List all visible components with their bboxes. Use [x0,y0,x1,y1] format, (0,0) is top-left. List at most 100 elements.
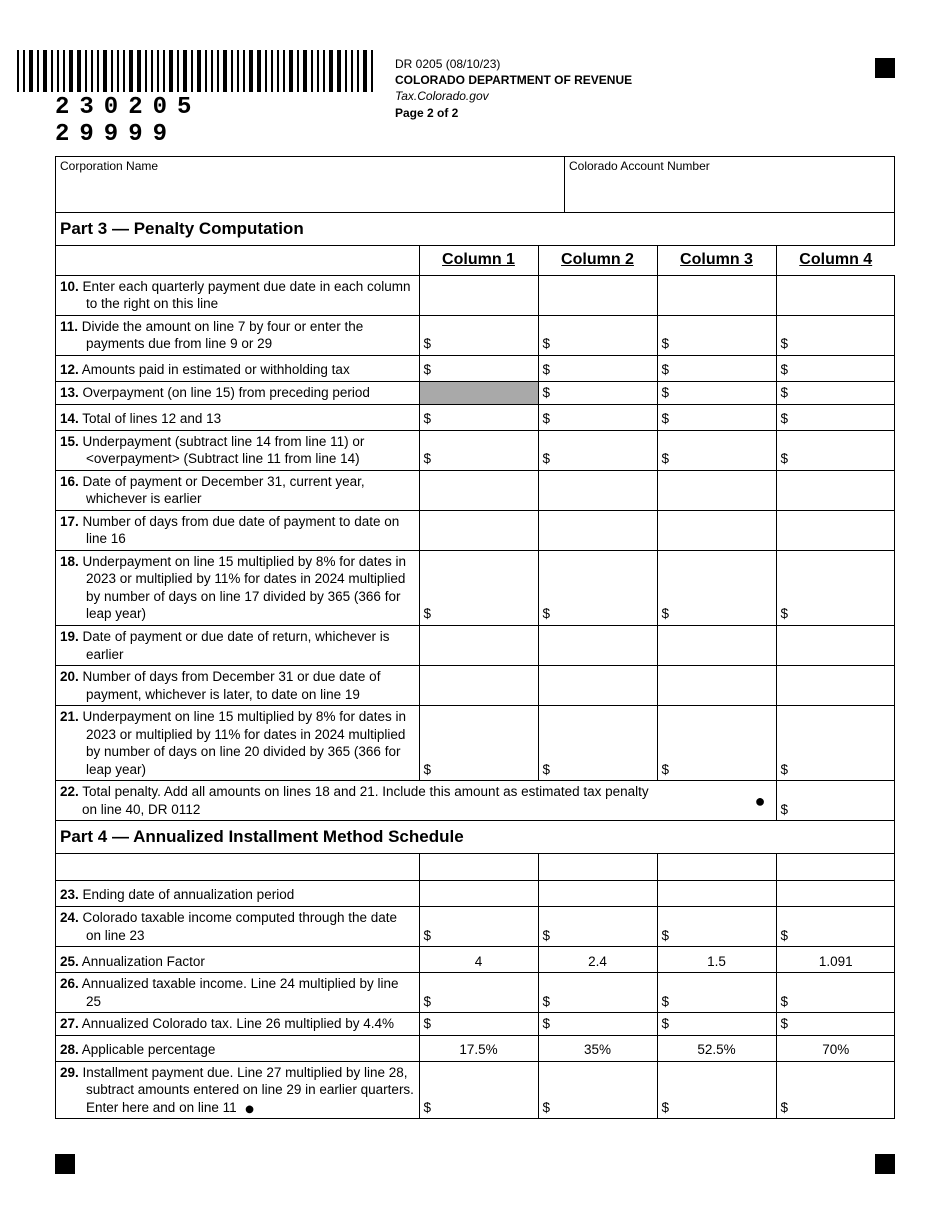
row-15-col3[interactable]: $ [657,430,776,470]
row-19-col4[interactable] [776,626,895,666]
row-13-col4[interactable]: $ [776,381,895,404]
row-24-col3[interactable]: $ [657,906,776,946]
dept-name: COLORADO DEPARTMENT OF REVENUE [395,72,632,88]
row-14-col1[interactable]: $ [419,404,538,430]
dept-site: Tax.Colorado.gov [395,88,632,104]
row-17-col2[interactable] [538,510,657,550]
row-26-col3[interactable]: $ [657,973,776,1013]
row-18: 18. Underpayment on line 15 multiplied b… [56,550,895,625]
row-20-col1[interactable] [419,666,538,706]
row-12-col1[interactable]: $ [419,355,538,381]
row-21-col4[interactable]: $ [776,706,895,781]
row-26-col4[interactable]: $ [776,973,895,1013]
row-26-col1[interactable]: $ [419,973,538,1013]
row-desc: 26. Annualized taxable income. Line 24 m… [56,973,419,1013]
row-desc: 14. Total of lines 12 and 13 [56,404,419,430]
part3-table: Column 1 Column 2 Column 3 Column 4 10. … [56,246,895,821]
row-22-desc: 22. Total penalty. Add all amounts on li… [56,781,776,821]
row-18-col2[interactable]: $ [538,550,657,625]
row-16-col2[interactable] [538,470,657,510]
row-desc: 12. Amounts paid in estimated or withhol… [56,355,419,381]
row-24-col4[interactable]: $ [776,906,895,946]
row-25-col1: 4 [419,947,538,973]
row-16-col1[interactable] [419,470,538,510]
alignment-mark-tr [875,58,895,78]
row-14-col4[interactable]: $ [776,404,895,430]
row-16-col4[interactable] [776,470,895,510]
page-number: Page 2 of 2 [395,105,632,121]
acct-num-input[interactable] [564,175,894,212]
row-22-total-input[interactable]: $ [776,781,895,821]
row-29-col4[interactable]: $ [776,1061,895,1118]
row-15-col2[interactable]: $ [538,430,657,470]
row-25-col3: 1.5 [657,947,776,973]
row-27-col3[interactable]: $ [657,1013,776,1036]
row-18-col1[interactable]: $ [419,550,538,625]
row-desc: 17. Number of days from due date of paym… [56,510,419,550]
row-27-col4[interactable]: $ [776,1013,895,1036]
row-15-col1[interactable]: $ [419,430,538,470]
row-10-col4[interactable] [776,275,895,315]
row-17-col4[interactable] [776,510,895,550]
header: 230205 29999 DR 0205 (08/10/23) COLORADO… [55,50,895,148]
row-10-col3[interactable] [657,275,776,315]
row-14-col2[interactable]: $ [538,404,657,430]
row-29-col3[interactable]: $ [657,1061,776,1118]
row-12-col3[interactable]: $ [657,355,776,381]
row-26-col2[interactable]: $ [538,973,657,1013]
row-23-col2[interactable] [538,880,657,906]
row-29-col2[interactable]: $ [538,1061,657,1118]
row-19-col3[interactable] [657,626,776,666]
row-desc: 27. Annualized Colorado tax. Line 26 mul… [56,1013,419,1036]
row-desc: 18. Underpayment on line 15 multiplied b… [56,550,419,625]
row-21-col3[interactable]: $ [657,706,776,781]
row-desc: 28. Applicable percentage [56,1035,419,1061]
row-desc: 16. Date of payment or December 31, curr… [56,470,419,510]
row-17: 17. Number of days from due date of paym… [56,510,895,550]
row-10-col1[interactable] [419,275,538,315]
row-11-col2[interactable]: $ [538,315,657,355]
row-13-col2[interactable]: $ [538,381,657,404]
row-13-col3[interactable]: $ [657,381,776,404]
row-27-col2[interactable]: $ [538,1013,657,1036]
row-10-col2[interactable] [538,275,657,315]
row-20-col4[interactable] [776,666,895,706]
row-23-col1[interactable] [419,880,538,906]
row-11-col4[interactable]: $ [776,315,895,355]
row-11-col1[interactable]: $ [419,315,538,355]
row-20-col3[interactable] [657,666,776,706]
row-18-col4[interactable]: $ [776,550,895,625]
row-25-col2: 2.4 [538,947,657,973]
identity-labels: Corporation Name Colorado Account Number [55,156,895,175]
row-27-col1[interactable]: $ [419,1013,538,1036]
row-28-col4: 70% [776,1035,895,1061]
corp-name-input[interactable] [56,175,564,212]
row-desc: 11. Divide the amount on line 7 by four … [56,315,419,355]
row-19: 19. Date of payment or due date of retur… [56,626,895,666]
row-21-col1[interactable]: $ [419,706,538,781]
row-29-col1[interactable]: $ [419,1061,538,1118]
row-21-col2[interactable]: $ [538,706,657,781]
row-12-col2[interactable]: $ [538,355,657,381]
row-24-col2[interactable]: $ [538,906,657,946]
row-desc: 13. Overpayment (on line 15) from preced… [56,381,419,404]
alignment-mark-br [875,1154,895,1174]
row-14-col3[interactable]: $ [657,404,776,430]
row-12-col4[interactable]: $ [776,355,895,381]
row-19-col2[interactable] [538,626,657,666]
row-23-col3[interactable] [657,880,776,906]
row-20-col2[interactable] [538,666,657,706]
row-20: 20. Number of days from December 31 or d… [56,666,895,706]
row-18-col3[interactable]: $ [657,550,776,625]
row-17-col1[interactable] [419,510,538,550]
row-19-col1[interactable] [419,626,538,666]
row-15-col4[interactable]: $ [776,430,895,470]
form-meta: DR 0205 (08/10/23) COLORADO DEPARTMENT O… [395,50,632,121]
row-23-col4[interactable] [776,880,895,906]
row-17-col3[interactable] [657,510,776,550]
row-16-col3[interactable] [657,470,776,510]
row-11-col3[interactable]: $ [657,315,776,355]
row-28-col1: 17.5% [419,1035,538,1061]
identity-inputs [55,175,895,213]
row-24-col1[interactable]: $ [419,906,538,946]
